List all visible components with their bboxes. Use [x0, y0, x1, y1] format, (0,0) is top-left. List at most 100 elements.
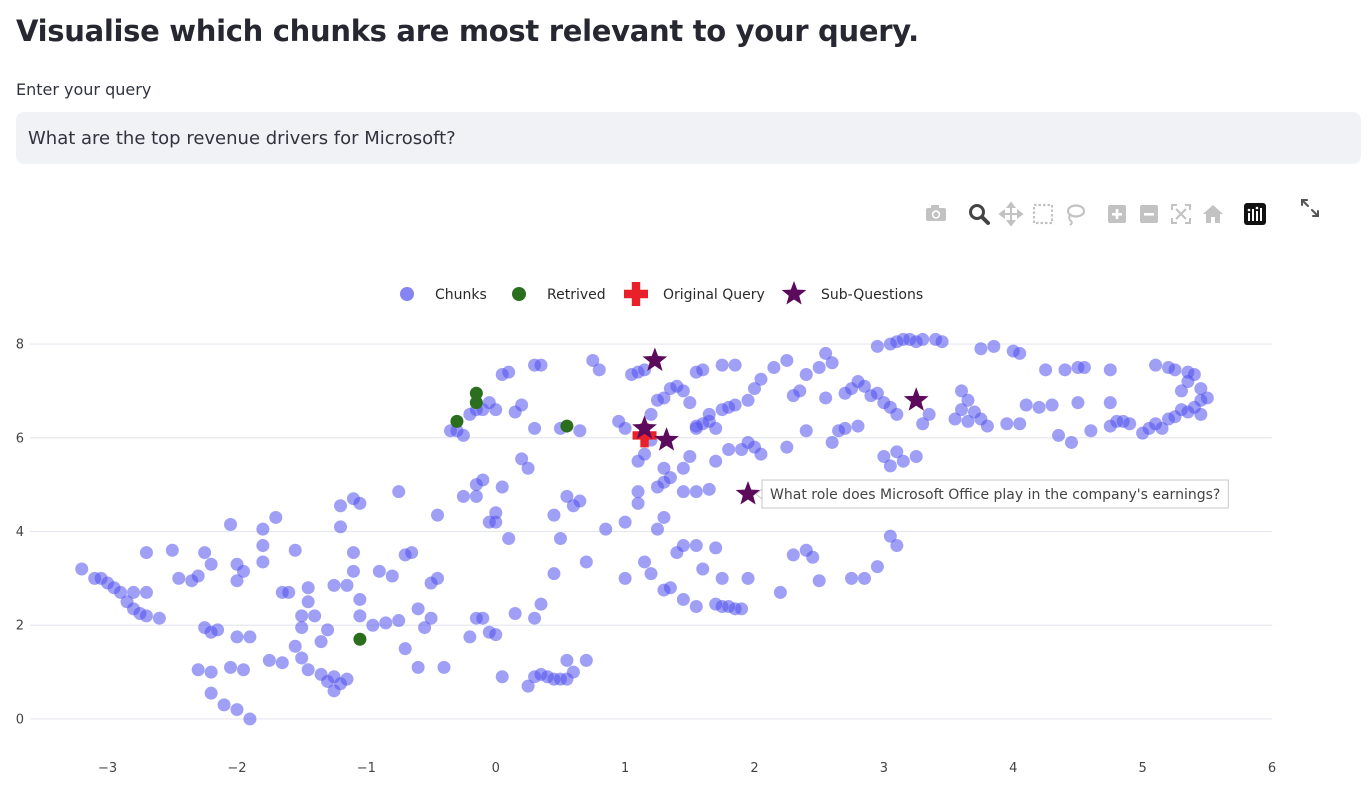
chunk-point[interactable]	[689, 599, 703, 613]
chunk-point[interactable]	[579, 555, 593, 569]
sub-question-point[interactable]	[642, 347, 668, 371]
chunk-point[interactable]	[780, 440, 794, 454]
chunk-point[interactable]	[741, 393, 755, 407]
chunk-point[interactable]	[786, 548, 800, 562]
chunk-point[interactable]	[715, 358, 729, 372]
chunk-point[interactable]	[1039, 363, 1053, 377]
chunk-point[interactable]	[418, 621, 432, 635]
chunk-point[interactable]	[502, 532, 516, 546]
chunk-point[interactable]	[773, 585, 787, 599]
chunk-point[interactable]	[825, 435, 839, 449]
chunk-point[interactable]	[683, 396, 697, 410]
chunk-point[interactable]	[476, 611, 490, 625]
chunk-point[interactable]	[353, 609, 367, 623]
chunk-point[interactable]	[204, 557, 218, 571]
plotly-logo-icon[interactable]	[1239, 198, 1271, 230]
chunk-point[interactable]	[657, 475, 671, 489]
chunk-point[interactable]	[327, 670, 341, 684]
chunk-point[interactable]	[728, 358, 742, 372]
chunk-point[interactable]	[689, 485, 703, 499]
chunk-point[interactable]	[379, 616, 393, 630]
chunk-point[interactable]	[579, 653, 593, 667]
chunk-point[interactable]	[909, 450, 923, 464]
chunk-point[interactable]	[870, 560, 884, 574]
chunk-point[interactable]	[431, 508, 445, 522]
chunk-point[interactable]	[599, 522, 613, 536]
zoom-in-icon[interactable]	[1101, 198, 1133, 230]
chunk-point[interactable]	[870, 386, 884, 400]
zoom-out-icon[interactable]	[1133, 198, 1165, 230]
chunk-point[interactable]	[916, 332, 930, 346]
chunk-point[interactable]	[295, 609, 309, 623]
chunk-point[interactable]	[1000, 417, 1014, 431]
chunk-point[interactable]	[372, 564, 386, 578]
chunk-point[interactable]	[127, 585, 140, 599]
chunk-point[interactable]	[198, 546, 212, 560]
chunk-point[interactable]	[922, 407, 936, 421]
chunk-point[interactable]	[1194, 382, 1208, 396]
chunk-point[interactable]	[715, 571, 729, 585]
chunk-point[interactable]	[288, 543, 302, 557]
chunk-point[interactable]	[1174, 384, 1188, 398]
chunk-point[interactable]	[230, 630, 244, 644]
chunk-point[interactable]	[385, 569, 399, 583]
chunk-point[interactable]	[1032, 400, 1046, 414]
chunk-point[interactable]	[838, 421, 852, 435]
chunk-point[interactable]	[560, 672, 574, 686]
chunk-point[interactable]	[748, 382, 761, 396]
chunk-point[interactable]	[547, 567, 561, 581]
chunk-point[interactable]	[1181, 365, 1195, 379]
chunk-point[interactable]	[709, 421, 723, 435]
autoscale-icon[interactable]	[1165, 198, 1197, 230]
chunk-point[interactable]	[528, 611, 542, 625]
chunk-point[interactable]	[638, 447, 652, 461]
chunk-point[interactable]	[1045, 398, 1059, 412]
chunk-point[interactable]	[1155, 421, 1169, 435]
chunk-point[interactable]	[191, 569, 205, 583]
box-select-icon[interactable]	[1027, 198, 1059, 230]
legend-item-label[interactable]: Original Query	[663, 287, 765, 303]
chunk-point[interactable]	[709, 454, 723, 468]
retrieved-point[interactable]	[469, 396, 483, 410]
chunk-point[interactable]	[728, 398, 742, 412]
chunk-point[interactable]	[1013, 346, 1027, 360]
chunk-point[interactable]	[812, 574, 826, 588]
chunk-point[interactable]	[392, 485, 406, 499]
chunk-point[interactable]	[75, 562, 89, 576]
chunk-point[interactable]	[152, 611, 166, 625]
chunk-point[interactable]	[696, 562, 710, 576]
chunk-point[interactable]	[139, 609, 153, 623]
chunk-point[interactable]	[851, 419, 865, 433]
chunk-point[interactable]	[295, 651, 309, 665]
chunk-point[interactable]	[1064, 435, 1078, 449]
chunk-point[interactable]	[896, 454, 910, 468]
chunk-point[interactable]	[217, 698, 231, 712]
chunk-point[interactable]	[857, 379, 871, 393]
chunk-point[interactable]	[301, 595, 315, 609]
chunk-point[interactable]	[495, 480, 509, 494]
chunk-point[interactable]	[1168, 363, 1182, 377]
chunk-point[interactable]	[955, 403, 968, 417]
sub-question-point[interactable]	[632, 415, 657, 439]
chunk-point[interactable]	[314, 635, 328, 649]
chunk-point[interactable]	[236, 663, 250, 677]
chunk-point[interactable]	[618, 571, 632, 585]
chunk-point[interactable]	[689, 539, 703, 553]
chunk-point[interactable]	[650, 522, 664, 536]
chunk-point[interactable]	[1019, 398, 1033, 412]
chunk-point[interactable]	[883, 459, 897, 473]
chunk-point[interactable]	[883, 529, 897, 543]
chunk-point[interactable]	[676, 485, 690, 499]
chunk-point[interactable]	[806, 550, 820, 564]
chunk-point[interactable]	[560, 653, 574, 667]
chunk-point[interactable]	[353, 496, 367, 510]
chunk-point[interactable]	[521, 461, 535, 475]
chunk-point[interactable]	[793, 384, 807, 398]
sub-question-point[interactable]	[735, 481, 761, 505]
chunk-point[interactable]	[573, 494, 587, 508]
chunk-point[interactable]	[256, 539, 270, 553]
chunk-point[interactable]	[340, 578, 354, 592]
chunk-point[interactable]	[1103, 363, 1117, 377]
chunk-point[interactable]	[515, 452, 529, 466]
chunk-point[interactable]	[256, 522, 270, 536]
